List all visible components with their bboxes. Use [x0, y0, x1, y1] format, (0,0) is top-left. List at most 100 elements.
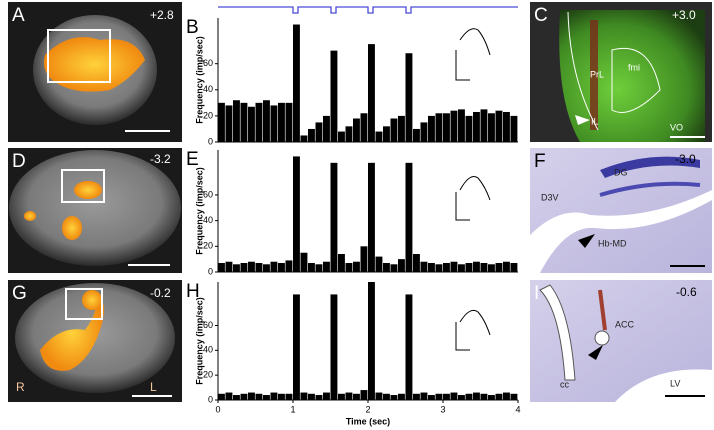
- bar: [428, 115, 435, 142]
- bar: [308, 263, 315, 272]
- side-label: R: [16, 380, 25, 394]
- bar: [345, 126, 353, 142]
- bar: [323, 261, 330, 272]
- bar: [368, 282, 375, 400]
- bar: [510, 393, 518, 400]
- bar: [353, 118, 360, 142]
- bar: [308, 393, 315, 400]
- bar: [435, 393, 443, 400]
- bar: [450, 110, 458, 142]
- region-label: fmi: [628, 62, 640, 72]
- y-axis-label: Frequency (imp/sec): [194, 167, 204, 255]
- bar: [405, 53, 413, 142]
- bar: [375, 392, 383, 400]
- bar: [255, 393, 263, 400]
- bar: [473, 261, 480, 272]
- bar: [368, 162, 375, 272]
- bar: [443, 263, 450, 272]
- bar: [353, 393, 360, 400]
- bar: [323, 115, 330, 142]
- histology-panel: F -3.0 DG D3V Hb-MD: [530, 148, 712, 273]
- region-label: IL: [591, 116, 599, 126]
- bar: [428, 395, 435, 400]
- y-tick-label: 60: [203, 189, 213, 199]
- bar: [353, 261, 360, 272]
- bar: [503, 261, 510, 272]
- bar: [225, 392, 233, 400]
- bar: [473, 111, 480, 142]
- bar: [330, 162, 338, 272]
- bar: [435, 264, 443, 272]
- bar: [300, 392, 308, 400]
- y-tick-label: 40: [203, 215, 213, 225]
- bar: [375, 256, 383, 272]
- bar: [473, 392, 480, 400]
- panel-letter: H: [186, 281, 200, 302]
- bar: [278, 102, 285, 142]
- panel-letter: F: [534, 151, 546, 172]
- bar: [420, 392, 428, 400]
- coordinate: +2.8: [150, 8, 174, 22]
- histology-panel: I -0.6 ACC cc LV: [530, 280, 712, 402]
- bar: [225, 105, 233, 142]
- bar: [390, 118, 398, 142]
- region-label: Hb-MD: [598, 238, 627, 248]
- bar: [255, 102, 263, 142]
- y-tick-label: 40: [203, 345, 213, 355]
- bar: [345, 263, 353, 272]
- bar: [285, 393, 293, 400]
- bar: [465, 393, 473, 400]
- y-tick-label: 60: [203, 320, 213, 330]
- bar: [405, 162, 413, 272]
- bar: [495, 263, 503, 272]
- bar: [278, 393, 285, 400]
- bar: [480, 393, 488, 400]
- region-label: cc: [560, 379, 570, 389]
- bar: [480, 109, 488, 142]
- bar: [338, 131, 345, 142]
- region-label: ACC: [615, 319, 635, 329]
- bar: [338, 254, 345, 272]
- bar: [285, 102, 293, 142]
- bar: [308, 128, 315, 142]
- bar: [330, 50, 338, 143]
- bar: [390, 264, 398, 272]
- bar: [248, 261, 255, 272]
- bar: [495, 110, 503, 142]
- bar: [240, 102, 248, 142]
- bar: [383, 126, 390, 142]
- bar: [443, 113, 450, 142]
- y-tick-label: 60: [203, 58, 213, 68]
- x-tick-label: 3: [440, 404, 445, 414]
- bar: [300, 135, 308, 142]
- region-label: D3V: [541, 192, 559, 202]
- coordinate: -3.2: [150, 152, 171, 166]
- coordinate: +3.0: [672, 8, 696, 22]
- bar: [428, 263, 435, 272]
- bar: [330, 294, 338, 400]
- region-label: VO: [670, 122, 683, 132]
- y-tick-label: 40: [203, 84, 213, 94]
- bar: [218, 102, 225, 142]
- y-axis-label: Frequency (imp/sec): [194, 297, 204, 385]
- y-tick-label: 20: [203, 370, 213, 380]
- bar: [315, 395, 323, 400]
- bar: [255, 263, 263, 272]
- bar: [375, 131, 383, 142]
- mri-panel: A +2.8: [8, 2, 182, 142]
- bar: [233, 100, 240, 142]
- bar: [225, 261, 233, 272]
- coordinate: -0.2: [150, 286, 171, 300]
- panel-letter: C: [534, 5, 548, 26]
- bar: [420, 122, 428, 142]
- bar: [278, 263, 285, 272]
- bar: [503, 392, 510, 400]
- x-tick-label: 2: [365, 404, 370, 414]
- bar: [458, 109, 465, 142]
- panel-letter: E: [186, 149, 199, 170]
- bar: [450, 392, 458, 400]
- bar: [503, 111, 510, 142]
- bar: [383, 263, 390, 272]
- y-tick-label: 0: [208, 394, 213, 404]
